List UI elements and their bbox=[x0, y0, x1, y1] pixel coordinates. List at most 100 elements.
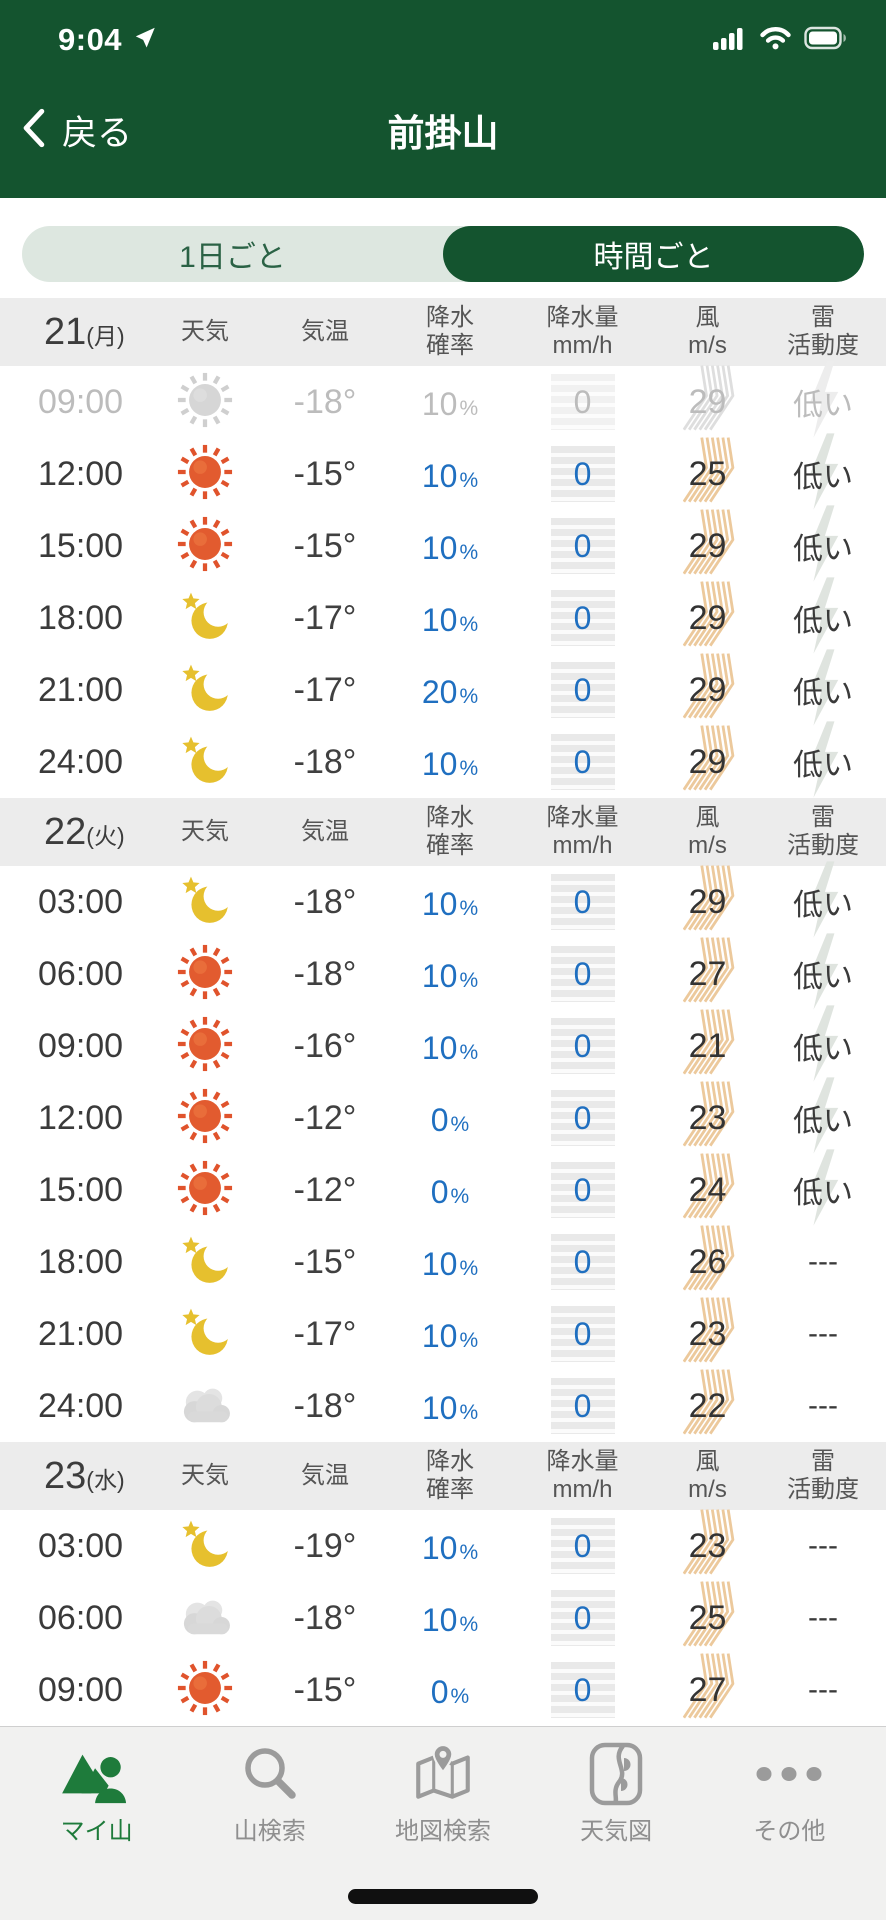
forecast-row: 03:00 -18° 10% 0 29 低い bbox=[0, 861, 886, 938]
col-header-wind-line2: m/s bbox=[688, 332, 727, 359]
precip-amount-cell: 0 bbox=[510, 1298, 655, 1370]
precip-amount-value: 0 bbox=[573, 955, 592, 992]
precip-amount-value: 0 bbox=[573, 1315, 592, 1352]
col-header-thunder: 雷活動度 bbox=[760, 304, 886, 361]
tab-bar-item-2[interactable]: 山検索 bbox=[195, 1741, 345, 1920]
precip-probability-cell: 10% bbox=[390, 366, 510, 438]
percent-sign: % bbox=[450, 1685, 470, 1708]
hourly-forecast-table[interactable]: 21 (月) 天気 気温 降水 確率 降水量 mm/h 風 m/s 雷活動度 09:00 -18° 10%… bbox=[0, 298, 886, 1726]
precip-probability-value: 10 bbox=[421, 1530, 458, 1566]
tab-daily[interactable]: 1日ごと bbox=[179, 241, 286, 274]
col-header-precip-line2: mm/h bbox=[552, 1476, 613, 1503]
tab-bar-item-label: 地図検索 bbox=[394, 1818, 491, 1845]
temperature-cell: -17° bbox=[260, 1298, 390, 1370]
temperature-value: -17° bbox=[293, 670, 357, 709]
col-header-thunder-line2: 活動度 bbox=[787, 332, 859, 359]
wind-cell: 23 bbox=[655, 1081, 760, 1154]
col-header-wind-line1: 風 bbox=[695, 1447, 720, 1475]
precip-amount-value: 0 bbox=[573, 455, 592, 492]
rain-gauge-icon: 0 bbox=[550, 1590, 615, 1646]
temperature-cell: -15° bbox=[260, 438, 390, 510]
col-header-weather: 天気 bbox=[181, 817, 229, 845]
precip-amount-value: 0 bbox=[573, 527, 592, 564]
precip-amount-cell: 0 bbox=[510, 1654, 655, 1726]
time-label: 15:00 bbox=[38, 526, 124, 565]
thunder-cell: 低い bbox=[760, 933, 886, 1010]
wind-streak-icon bbox=[682, 1006, 748, 1087]
rain-gauge-icon: 0 bbox=[550, 946, 615, 1002]
col-header-pop-line2: 確率 bbox=[426, 332, 474, 359]
thunder-cell: --- bbox=[760, 1226, 886, 1298]
precip-probability-value: 20 bbox=[421, 674, 458, 710]
wind-speed-value: 23 bbox=[688, 1526, 727, 1565]
wind-speed-value: 29 bbox=[688, 526, 727, 565]
thunder-activity-value: 低い bbox=[793, 749, 853, 782]
tab-bar-item-3[interactable]: 地図検索 bbox=[368, 1741, 518, 1920]
weather-cell bbox=[150, 510, 260, 582]
precip-probability-cell: 10% bbox=[390, 510, 510, 582]
tab-hourly[interactable]: 時間ごと bbox=[443, 226, 864, 282]
forecast-row: 12:00 -15° 10% 0 25 低い bbox=[0, 433, 886, 510]
wind-speed-value: 25 bbox=[688, 1598, 727, 1637]
temperature-cell: -17° bbox=[260, 654, 390, 726]
rain-gauge-icon: 0 bbox=[550, 590, 615, 646]
precip-amount-value: 0 bbox=[573, 1099, 592, 1136]
col-header-thunder-line1: 雷 bbox=[811, 803, 835, 831]
temperature-value: -18° bbox=[293, 742, 357, 781]
day-label: 23 (水) bbox=[0, 1455, 150, 1498]
tab-bar-item-label: マイ山 bbox=[60, 1818, 133, 1845]
tab-bar-item-5[interactable]: その他 bbox=[714, 1741, 864, 1920]
precip-amount-value: 0 bbox=[573, 599, 592, 636]
time-label: 09:00 bbox=[38, 1670, 124, 1709]
wind-streak-icon bbox=[682, 934, 748, 1015]
moon-icon bbox=[175, 659, 235, 722]
forecast-mode-tabs: 1日ごと 時間ごと bbox=[0, 198, 886, 298]
thunder-activity-value: 低い bbox=[793, 389, 853, 422]
moon-icon bbox=[175, 871, 235, 934]
thunder-cell: 低い bbox=[760, 505, 886, 582]
tab-bar-item-1[interactable]: マイ山 bbox=[22, 1741, 172, 1920]
wind-streak-icon bbox=[682, 1222, 748, 1303]
precip-probability-value: 10 bbox=[421, 458, 458, 494]
wind-streak-icon bbox=[682, 722, 748, 803]
col-header-pop-line2: 確率 bbox=[426, 1476, 474, 1503]
thunder-activity-value: --- bbox=[808, 1389, 838, 1422]
temperature-value: -18° bbox=[293, 1386, 357, 1425]
forecast-row: 21:00 -17° 20% 0 29 低い bbox=[0, 649, 886, 726]
forecast-row: 15:00 -12° 0% 0 24 低い bbox=[0, 1149, 886, 1226]
temperature-cell: -18° bbox=[260, 726, 390, 798]
temperature-value: -15° bbox=[293, 1242, 357, 1281]
precip-probability-cell: 10% bbox=[390, 726, 510, 798]
day-number: 21 bbox=[44, 310, 87, 353]
weather-cell bbox=[150, 1510, 260, 1582]
weather-cell bbox=[150, 1226, 260, 1298]
col-header-precip: 降水量 mm/h bbox=[510, 304, 655, 361]
thunder-activity-value: 低い bbox=[793, 533, 853, 566]
forecast-row: 18:00 -15° 10% 0 26 --- bbox=[0, 1225, 886, 1298]
precip-amount-value: 0 bbox=[573, 883, 592, 920]
moon-icon bbox=[175, 1231, 235, 1294]
precip-probability-cell: 0% bbox=[390, 1154, 510, 1226]
forecast-row: 15:00 -15° 10% 0 29 低い bbox=[0, 505, 886, 582]
lightning-bolt-icon bbox=[801, 1148, 845, 1233]
back-button-label: 戻る bbox=[62, 113, 133, 153]
wind-speed-value: 29 bbox=[688, 742, 727, 781]
percent-sign: % bbox=[459, 1041, 479, 1064]
col-header-temp: 気温 bbox=[301, 1461, 349, 1489]
precip-amount-cell: 0 bbox=[510, 510, 655, 582]
wind-cell: 21 bbox=[655, 1009, 760, 1082]
back-button[interactable]: 戻る bbox=[0, 105, 132, 156]
precip-probability-value: 0 bbox=[430, 1102, 449, 1138]
day-label: 22 (火) bbox=[0, 811, 150, 854]
wind-cell: 27 bbox=[655, 937, 760, 1010]
home-indicator[interactable] bbox=[348, 1889, 538, 1904]
forecast-row: 09:00 -16° 10% 0 21 低い bbox=[0, 1005, 886, 1082]
rain-gauge-icon: 0 bbox=[550, 734, 615, 790]
wind-speed-value: 22 bbox=[688, 1386, 727, 1425]
precip-amount-value: 0 bbox=[573, 1599, 592, 1636]
rain-gauge-icon: 0 bbox=[550, 518, 615, 574]
wind-cell: 29 bbox=[655, 509, 760, 582]
weather-cell bbox=[150, 1298, 260, 1370]
wind-streak-icon bbox=[682, 862, 748, 943]
tab-bar-item-4[interactable]: 天気図 bbox=[541, 1741, 691, 1920]
